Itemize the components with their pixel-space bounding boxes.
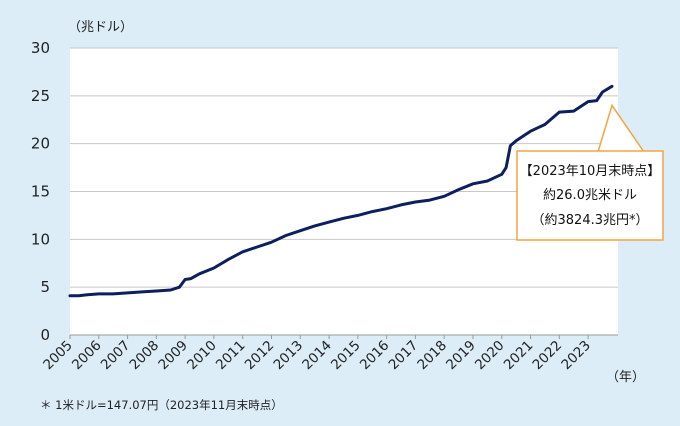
y-tick-label: 0: [40, 326, 50, 344]
x-tick-label: 2021: [501, 338, 537, 374]
x-unit-label: （年）: [606, 370, 645, 385]
y-tick-labels: 0 5 10 15 20 25 30: [31, 39, 50, 344]
y-tick-label: 20: [31, 135, 50, 153]
x-tick-label: 2006: [69, 338, 105, 374]
x-tick-labels: 2005200620072008200920102011201220132014…: [40, 335, 594, 373]
x-tick-label: 2013: [270, 338, 306, 374]
callout-line-3: （約3824.3兆円*）: [532, 213, 649, 228]
x-tick-label: 2011: [213, 338, 249, 374]
y-tick-label: 5: [40, 278, 50, 296]
x-tick-label: 2022: [530, 338, 566, 374]
y-tick-label: 30: [31, 39, 50, 57]
x-tick-label: 2017: [386, 338, 422, 374]
x-tick-label: 2023: [558, 338, 594, 374]
x-tick-label: 2008: [127, 338, 163, 374]
footnote: ＊ 1米ドル=147.07円（2023年11月末時点）: [40, 398, 283, 412]
x-tick-label: 2018: [414, 338, 450, 374]
series-line: [68, 84, 614, 298]
x-tick-label: 2010: [184, 338, 220, 374]
callout-line-2: 約26.0兆米ドル: [543, 188, 637, 203]
x-tick-label: 2016: [357, 338, 393, 374]
y-tick-label: 10: [31, 230, 50, 248]
callout-box: [516, 150, 664, 241]
annotation-callout: 【2023年10月末時点】 約26.0兆米ドル （約3824.3兆円*）: [516, 103, 664, 241]
series-layer: [68, 84, 614, 298]
x-tick-label: 2015: [328, 338, 364, 374]
y-tick-label: 15: [31, 183, 50, 201]
y-tick-label: 25: [31, 87, 50, 105]
x-tick-label: 2012: [242, 338, 278, 374]
x-tick-label: 2019: [443, 338, 479, 374]
callout-line-1: 【2023年10月末時点】: [520, 164, 661, 179]
x-tick-label: 2009: [155, 338, 191, 374]
x-tick-label: 2020: [472, 338, 508, 374]
grid-lines: [70, 47, 618, 336]
x-tick-label: 2007: [98, 338, 134, 374]
x-tick-label: 2014: [299, 338, 335, 374]
y-unit-label: （兆ドル）: [68, 20, 133, 35]
